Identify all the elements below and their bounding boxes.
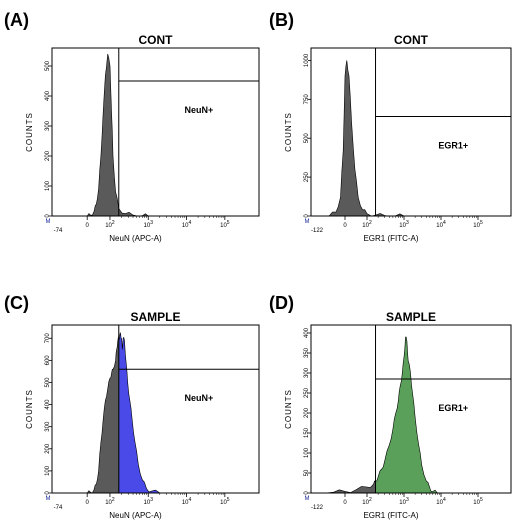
marker-m-label: M (46, 219, 51, 225)
histogram-series-0 (69, 53, 150, 217)
x-tick-label: 102 (362, 497, 372, 506)
y-tick-label: 500 (45, 377, 51, 388)
x-tick-label: 103 (144, 497, 154, 506)
y-tick-label: 200 (45, 443, 51, 454)
y-tick-label: 600 (45, 355, 51, 366)
plot-frame (51, 324, 260, 494)
x-tick-label: 103 (399, 220, 409, 229)
y-tick-label: 500 (304, 133, 310, 144)
panel-d: (D) SAMPLE EGR1+ 0 50 100 150 200 250 300 350 400 CO… (269, 293, 512, 520)
plot-frame (51, 47, 260, 217)
y-tick-label: 100 (45, 465, 51, 476)
x-tick-label: 105 (220, 220, 230, 229)
y-tick-label: 0 (304, 214, 310, 218)
y-tick-label: 0 (45, 491, 51, 495)
x-tick-label: 105 (220, 497, 230, 506)
chart-title: CONT (139, 33, 174, 47)
panel-label: (D) (269, 293, 294, 313)
x-tick-label: 0 (86, 223, 90, 229)
x-tick-label: 0 (86, 500, 90, 506)
y-tick-label: 150 (304, 427, 310, 438)
histogram-series-0 (317, 480, 376, 494)
gate-label: NeuN+ (185, 393, 214, 403)
y-tick-label: 50 (304, 469, 310, 476)
plot-frame (310, 324, 512, 494)
plot-frame (310, 47, 512, 217)
y-tick-label: 300 (304, 367, 310, 378)
y-tick-label: 300 (45, 421, 51, 432)
y-tick-label: 100 (304, 447, 310, 458)
y-axis-label: COUNTS (284, 112, 293, 152)
x-tick-label: 104 (182, 497, 192, 506)
y-tick-label: 500 (45, 60, 51, 71)
y-tick-label: 250 (304, 387, 310, 398)
x-axis-label: EGR1 (FITC-A) (363, 511, 418, 520)
chart-title: SAMPLE (130, 310, 180, 324)
x-min-label: -74 (54, 505, 63, 511)
y-tick-label: 400 (45, 399, 51, 410)
y-tick-label: 350 (304, 347, 310, 358)
chart-title: CONT (394, 33, 429, 47)
panel-c: (C) SAMPLE NeuN+ 0 100 200 300 400 500 600 700 COUN… (4, 293, 260, 520)
y-tick-label: 700 (45, 333, 51, 344)
x-tick-label: 102 (105, 497, 115, 506)
panel-a: (A) CONT NeuN+ 0 100 200 300 400 500 COUNTS 0 102 10… (4, 10, 260, 243)
histogram-series-1 (118, 331, 161, 494)
x-min-label: -74 (54, 228, 63, 234)
panel-label: (A) (4, 10, 29, 30)
marker-m-label: M (46, 496, 51, 502)
x-axis-label: NeuN (APC-A) (109, 511, 162, 520)
x-tick-label: 104 (436, 220, 446, 229)
x-tick-label: 104 (436, 497, 446, 506)
y-axis-label: COUNTS (25, 389, 34, 429)
gate-label: NeuN+ (185, 105, 214, 115)
panel-label: (B) (269, 10, 294, 30)
y-tick-label: 250 (304, 171, 310, 182)
x-tick-label: 105 (473, 220, 483, 229)
marker-m-label: M (305, 496, 310, 502)
y-tick-label: 0 (45, 214, 51, 218)
x-tick-label: 103 (144, 220, 154, 229)
y-tick-label: 1000 (304, 53, 310, 67)
y-tick-label: 750 (304, 94, 310, 105)
y-axis-label: COUNTS (284, 389, 293, 429)
marker-m-label: M (305, 219, 310, 225)
x-tick-label: 0 (343, 500, 347, 506)
gate-label: EGR1+ (438, 140, 468, 150)
histogram-series-0 (69, 336, 120, 494)
panel-label: (C) (4, 293, 29, 313)
x-tick-label: 104 (182, 220, 192, 229)
x-axis-label: EGR1 (FITC-A) (363, 234, 418, 243)
histogram-series-0 (317, 60, 405, 217)
chart-title: SAMPLE (386, 310, 436, 324)
y-tick-label: 200 (304, 407, 310, 418)
y-tick-label: 0 (304, 491, 310, 495)
y-tick-label: 100 (45, 180, 51, 191)
y-tick-label: 400 (45, 90, 51, 101)
y-tick-label: 200 (45, 150, 51, 161)
x-tick-label: 103 (399, 497, 409, 506)
x-tick-label: 0 (343, 223, 347, 229)
gate-label: EGR1+ (438, 403, 468, 413)
panel-b: (B) CONT EGR1+ 0 250 500 750 1000 COUNTS 0 102 103 1… (269, 10, 512, 243)
y-tick-label: 300 (45, 120, 51, 131)
x-tick-label: 102 (105, 220, 115, 229)
histogram-series-1 (375, 336, 439, 494)
y-axis-label: COUNTS (25, 112, 34, 152)
x-min-label: -122 (311, 505, 324, 511)
y-tick-label: 400 (304, 327, 310, 338)
x-axis-label: NeuN (APC-A) (109, 234, 162, 243)
x-tick-label: 105 (473, 497, 483, 506)
x-min-label: -122 (311, 228, 324, 234)
x-tick-label: 102 (362, 220, 372, 229)
